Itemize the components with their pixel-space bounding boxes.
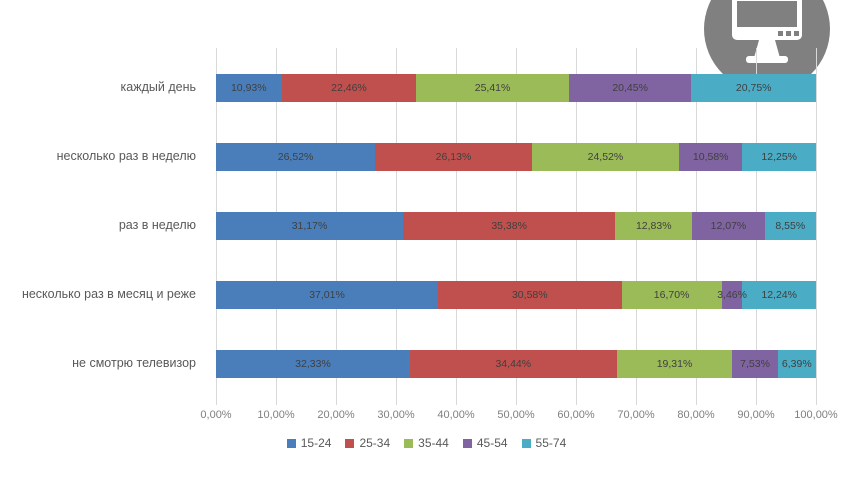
bar-segment-label: 20,75%: [735, 82, 772, 94]
x-axis-tick-label: 50,00%: [497, 409, 535, 421]
bar-segment-label: 10,93%: [230, 82, 267, 94]
bar-segment-label: 6,39%: [781, 358, 812, 370]
category-label: каждый день: [120, 80, 196, 94]
bar-segment[interactable]: 19,31%: [616, 350, 733, 378]
x-axis-tick-label: 0,00%: [200, 409, 232, 421]
legend-item[interactable]: 35-44: [404, 436, 449, 450]
bar-segment-label: 8,55%: [775, 220, 806, 232]
bar-row[interactable]: 31,17% 35,38% 12,83% 12,07% 8,55%: [216, 212, 816, 240]
bar-segment[interactable]: 26,13%: [375, 143, 532, 171]
legend-swatch-icon: [462, 438, 472, 448]
category-label: не смотрю телевизор: [72, 356, 196, 370]
bar-segment[interactable]: 12,07%: [692, 212, 765, 240]
legend-swatch-icon: [345, 438, 355, 448]
bar-segment[interactable]: 20,45%: [568, 74, 692, 102]
legend-item[interactable]: 55-74: [521, 436, 567, 450]
x-axis-tick-label: 60,00%: [557, 409, 595, 421]
legend-swatch-icon: [404, 438, 414, 448]
category-label: раз в неделю: [118, 218, 196, 232]
gridline: [816, 48, 817, 405]
bar-row[interactable]: 32,33% 34,44% 19,31% 7,53% 6,39%: [216, 350, 816, 378]
bar-segment-label: 37,01%: [309, 289, 345, 301]
bar-segment[interactable]: 30,58%: [438, 281, 622, 309]
x-axis-tick-label: 100,00%: [794, 409, 838, 421]
bar-segment[interactable]: 10,58%: [678, 143, 743, 171]
bar-segment[interactable]: 12,25%: [742, 143, 816, 171]
bar-segment[interactable]: 31,17%: [216, 212, 404, 240]
legend-label: 25-34: [359, 436, 391, 450]
bar-segment-label: 32,33%: [295, 358, 331, 370]
bar-segment-label: 19,31%: [656, 358, 693, 370]
legend-label: 55-74: [535, 436, 567, 450]
bar-segment-label: 25,41%: [474, 82, 511, 94]
legend-label: 35-44: [418, 436, 449, 450]
bar-segment[interactable]: 6,39%: [777, 350, 816, 378]
bar-segment-label: 26,52%: [277, 151, 314, 163]
bar-segment[interactable]: 22,46%: [281, 74, 417, 102]
bar-segment-label: 10,58%: [692, 151, 729, 163]
bar-segment[interactable]: 25,41%: [416, 74, 569, 102]
bar-segment[interactable]: 12,83%: [615, 212, 693, 240]
legend-swatch-icon: [521, 438, 531, 448]
bar-segment-label: 31,17%: [291, 220, 328, 232]
bar-segment[interactable]: 10,93%: [216, 74, 282, 102]
bar-segment[interactable]: 8,55%: [764, 212, 816, 240]
bar-segment[interactable]: 20,75%: [691, 74, 816, 102]
bar-segment-label: 30,58%: [511, 289, 548, 301]
x-axis-tick-label: 70,00%: [617, 409, 655, 421]
bar-segment[interactable]: 3,46%: [717, 281, 747, 309]
category-label: несколько раз в месяц и реже: [21, 287, 196, 301]
x-axis-tick-label: 10,00%: [257, 409, 295, 421]
x-axis-tick-label: 20,00%: [317, 409, 355, 421]
bar-segment[interactable]: 24,52%: [531, 143, 679, 171]
legend-label: 45-54: [476, 436, 508, 450]
bar-segment-label: 7,53%: [740, 358, 770, 370]
bar-row[interactable]: 37,01% 30,58% 16,70% 3,46% 12,24%: [216, 281, 816, 309]
bar-segment[interactable]: 12,24%: [742, 281, 816, 309]
bar-segment-label: 12,25%: [761, 151, 798, 163]
plot-area: 10,93% 22,46% 25,41% 20,45% 20,75% 26,52% 26,1…: [216, 48, 817, 405]
value-axis: 0,00% 10,00% 20,00% 30,00% 40,00% 50,00% 60,00…: [200, 409, 837, 427]
legend-item[interactable]: 15-24: [286, 436, 332, 450]
bar-segment[interactable]: 34,44%: [409, 350, 617, 378]
legend-label: 15-24: [300, 436, 332, 450]
legend-item[interactable]: 45-54: [462, 436, 508, 450]
bar-segment-label: 22,46%: [331, 82, 367, 94]
legend-swatch-icon: [286, 438, 296, 448]
bar-segment-label: 12,24%: [761, 289, 797, 301]
bar-row[interactable]: 26,52% 26,13% 24,52% 10,58% 12,25%: [216, 143, 816, 171]
chart-legend: 15-24 25-34 35-44 45-54 55-74: [0, 436, 853, 450]
bar-segment-label: 26,13%: [435, 151, 472, 163]
bar-segment-label: 16,70%: [653, 289, 690, 301]
bar-segment-label: 35,38%: [491, 220, 527, 232]
bar-segment-label: 20,45%: [612, 82, 648, 94]
legend-item[interactable]: 25-34: [345, 436, 390, 450]
bar-segment-label: 12,83%: [635, 220, 672, 232]
x-axis-tick-label: 30,00%: [377, 409, 415, 421]
bar-row[interactable]: 10,93% 22,46% 25,41% 20,45% 20,75%: [216, 74, 816, 102]
x-axis-tick-label: 80,00%: [677, 409, 715, 421]
bar-segment[interactable]: 16,70%: [621, 281, 722, 309]
bar-segment-label: 12,07%: [710, 220, 747, 232]
x-axis-tick-label: 90,00%: [737, 409, 775, 421]
bar-segment[interactable]: 32,33%: [216, 350, 410, 378]
bar-segment-label: 24,52%: [587, 151, 624, 163]
x-axis-tick-label: 40,00%: [437, 409, 475, 421]
bar-segment[interactable]: 26,52%: [216, 143, 376, 171]
bar-segment[interactable]: 37,01%: [216, 281, 439, 309]
bar-segment-label: 34,44%: [495, 358, 532, 370]
bar-segment[interactable]: 35,38%: [403, 212, 616, 240]
bar-segment[interactable]: 7,53%: [732, 350, 778, 378]
category-label: несколько раз в неделю: [56, 149, 196, 163]
